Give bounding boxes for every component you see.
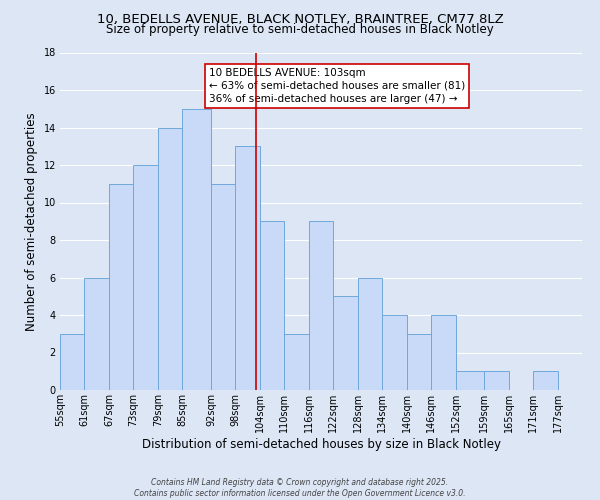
Bar [85, 278, 109, 390]
Bar [533, 371, 557, 390]
Bar [309, 221, 333, 390]
Bar [431, 315, 455, 390]
Bar [484, 371, 509, 390]
Bar [284, 334, 309, 390]
Text: Contains HM Land Registry data © Crown copyright and database right 2025.
Contai: Contains HM Land Registry data © Crown c… [134, 478, 466, 498]
Bar [158, 128, 182, 390]
Text: Size of property relative to semi-detached houses in Black Notley: Size of property relative to semi-detach… [106, 22, 494, 36]
Y-axis label: Number of semi-detached properties: Number of semi-detached properties [25, 112, 38, 330]
Bar [235, 146, 260, 390]
Bar [358, 278, 382, 390]
Bar [455, 371, 484, 390]
Bar [60, 334, 85, 390]
Text: 10 BEDELLS AVENUE: 103sqm
← 63% of semi-detached houses are smaller (81)
36% of : 10 BEDELLS AVENUE: 103sqm ← 63% of semi-… [209, 68, 465, 104]
X-axis label: Distribution of semi-detached houses by size in Black Notley: Distribution of semi-detached houses by … [142, 438, 500, 450]
Bar [109, 184, 133, 390]
Bar [211, 184, 235, 390]
Bar [182, 109, 211, 390]
Bar [260, 221, 284, 390]
Bar [407, 334, 431, 390]
Bar [382, 315, 407, 390]
Bar [333, 296, 358, 390]
Text: 10, BEDELLS AVENUE, BLACK NOTLEY, BRAINTREE, CM77 8LZ: 10, BEDELLS AVENUE, BLACK NOTLEY, BRAINT… [97, 12, 503, 26]
Bar [133, 165, 158, 390]
